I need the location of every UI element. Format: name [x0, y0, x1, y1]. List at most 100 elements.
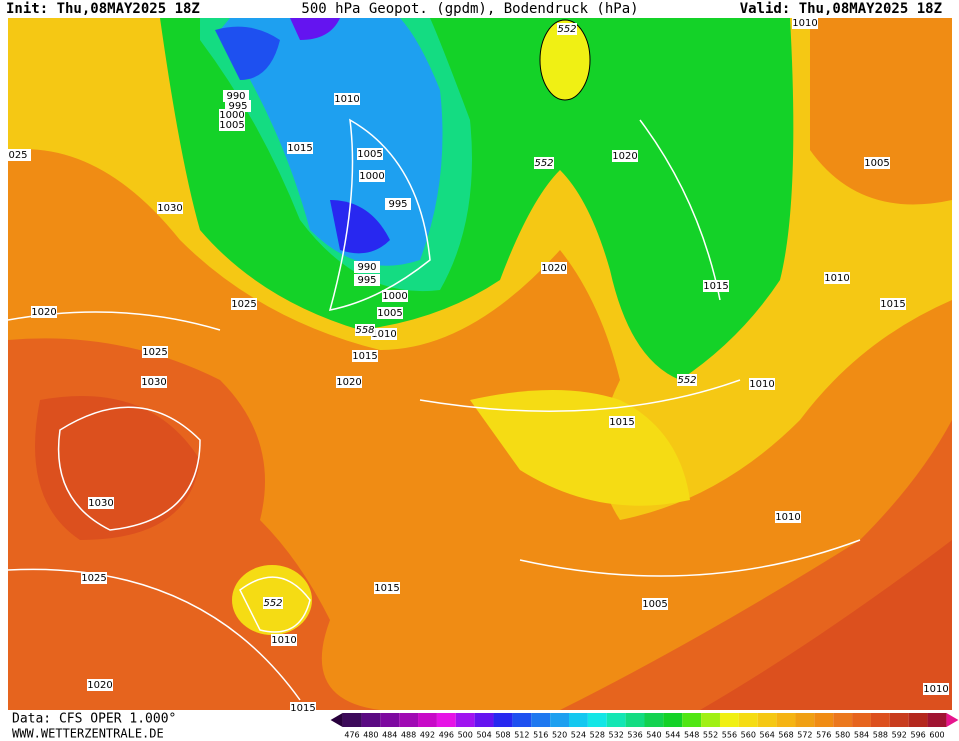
label-bg	[864, 157, 890, 169]
label-bg	[792, 17, 818, 29]
isobar-label: 1005	[219, 120, 244, 131]
colorbar-swatch	[833, 713, 853, 727]
label-bg	[541, 262, 567, 274]
label-bg	[334, 93, 360, 105]
label-bg	[775, 511, 801, 523]
site: WWW.WETTERZENTRALE.DE	[12, 727, 164, 741]
colorbar-tick: 588	[873, 731, 888, 740]
colorbar-swatch	[927, 713, 947, 727]
label-bg	[642, 598, 668, 610]
isobar-label: 1000	[219, 110, 244, 121]
colorbar-swatch	[342, 713, 362, 727]
colorbar-swatch	[361, 713, 381, 727]
colorbar-swatch	[757, 713, 777, 727]
label-bg	[88, 497, 114, 509]
colorbar-swatch	[380, 713, 400, 727]
isobar-label: 1015	[880, 299, 905, 310]
colorbar-tick: 544	[665, 731, 680, 740]
isobar-label: 1020	[541, 263, 566, 274]
isobar-label: 1005	[864, 158, 889, 169]
label-bg	[824, 272, 850, 284]
colorbar-tick: 536	[627, 731, 642, 740]
isobar-label: 1010	[775, 512, 800, 523]
colorbar-swatch	[531, 713, 551, 727]
isobar-label: 1010	[749, 379, 774, 390]
isobar-label: 1020	[612, 151, 637, 162]
label-bg	[609, 416, 635, 428]
colorbar-tick: 508	[495, 731, 510, 740]
colorbar-tick: 564	[760, 731, 775, 740]
colorbar-tick: 584	[854, 731, 869, 740]
colorbar-tick: 512	[514, 731, 529, 740]
isobar-label: 1010	[792, 18, 817, 29]
label-bg	[923, 683, 949, 695]
label-bg	[749, 378, 775, 390]
map-field	[7, 18, 952, 710]
label-bg	[231, 298, 257, 310]
isobar-label: 1015	[374, 583, 399, 594]
isobar-label: 1010	[271, 635, 296, 646]
label-bg	[359, 170, 385, 182]
label-bg	[354, 274, 380, 286]
colorbar-swatch	[587, 713, 607, 727]
colorbar-swatch	[550, 713, 570, 727]
colorbar-tick: 532	[609, 731, 624, 740]
colorbar-tick: 556	[722, 731, 737, 740]
label-bg	[612, 150, 638, 162]
colorbar-tick: 552	[703, 731, 718, 740]
colorbar-tick: 600	[929, 731, 944, 740]
label-bg	[371, 328, 397, 340]
colorbar-tick: 580	[835, 731, 850, 740]
colorbar-tick: 476	[344, 731, 359, 740]
isobar-label: 1000	[382, 291, 407, 302]
isobar-label: 025	[8, 150, 27, 161]
label-bg	[81, 572, 107, 584]
label-bg	[534, 157, 554, 169]
colorbar-swatch	[795, 713, 815, 727]
label-bg	[336, 376, 362, 388]
label-bg	[385, 198, 411, 210]
isobar-label: 995	[228, 101, 247, 112]
colorbar-swatch	[606, 713, 626, 727]
colorbar-tick: 504	[476, 731, 491, 740]
colorbar-swatch	[682, 713, 702, 727]
isobar-label: 1020	[336, 377, 361, 388]
colorbar-tick: 520	[552, 731, 567, 740]
label-bg	[219, 119, 245, 131]
colorbar-swatch	[455, 713, 475, 727]
label-bg	[557, 23, 577, 35]
colorbar-tick: 568	[778, 731, 793, 740]
colorbar-swatch	[719, 713, 739, 727]
isobar-label: 990	[226, 91, 245, 102]
colorbar-swatch	[870, 713, 890, 727]
colorbar-tick: 560	[741, 731, 756, 740]
isobar-label: 1020	[31, 307, 56, 318]
geopotential-label: 552	[534, 158, 553, 169]
colorbar-swatch	[399, 713, 419, 727]
colorbar-swatch	[418, 713, 437, 727]
isobar-label: 1025	[81, 573, 106, 584]
geopotential-label: 552	[557, 24, 576, 35]
label-bg	[374, 582, 400, 594]
isobar-label: 1005	[642, 599, 667, 610]
colorbar-swatch	[776, 713, 796, 727]
colorbar-tick: 576	[816, 731, 831, 740]
data-source: Data: CFS OPER 1.000°	[12, 712, 176, 727]
colorbar-tick: 516	[533, 731, 548, 740]
colorbar-swatch	[852, 713, 871, 727]
colorbar-swatch	[701, 713, 720, 727]
label-bg	[157, 202, 183, 214]
colorbar-tick: 596	[910, 731, 925, 740]
colorbar-swatch	[814, 713, 834, 727]
colorbar-arrow	[946, 713, 959, 727]
map-title: 500 hPa Geopot. (gpdm), Bodendruck (hPa)	[301, 1, 638, 17]
label-bg	[354, 261, 380, 273]
label-bg	[87, 679, 113, 691]
colorbar-swatch	[889, 713, 909, 727]
colorbar-tick: 548	[684, 731, 699, 740]
label-bg	[142, 346, 168, 358]
isobar-label: 995	[357, 275, 376, 286]
colorbar-swatch	[644, 713, 664, 727]
label-bg	[287, 142, 313, 154]
colorbar-swatch	[663, 713, 683, 727]
